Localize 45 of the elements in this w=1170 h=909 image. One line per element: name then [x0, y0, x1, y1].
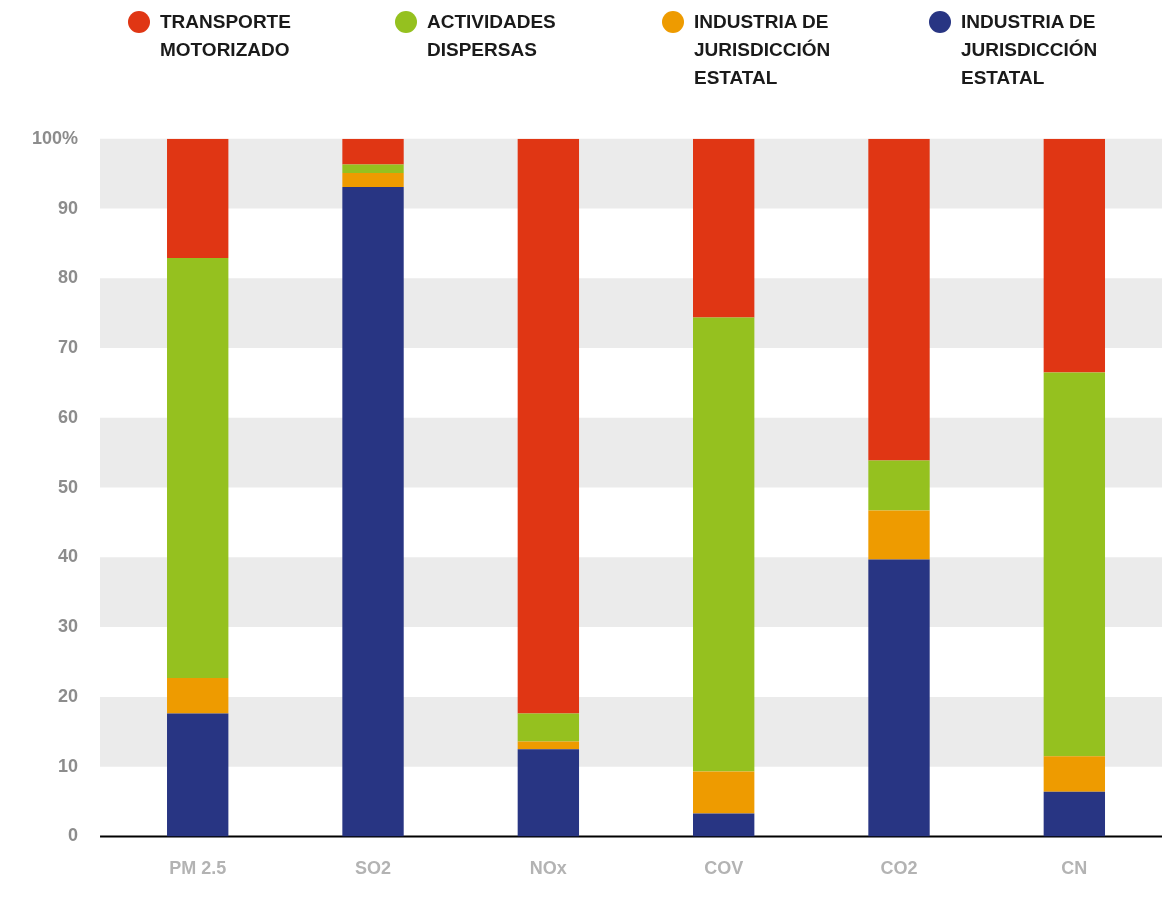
bar [517, 749, 580, 837]
bar [167, 258, 229, 679]
legend-label: INDUSTRIA DE JURISDICCIÓN ESTATAL [694, 10, 832, 90]
bar [1043, 791, 1106, 837]
bar [342, 164, 404, 173]
bar [517, 138, 580, 714]
bar [868, 559, 930, 837]
x-tick-label: CO2 [880, 858, 918, 879]
bar [868, 138, 930, 461]
x-tick-label: PM 2.5 [169, 858, 227, 879]
y-tick-label: 20 [58, 685, 79, 706]
bar [693, 317, 755, 772]
y-tick-label: 60 [58, 406, 79, 427]
bar [693, 138, 755, 318]
y-tick-label: 70 [58, 337, 79, 358]
bar [517, 741, 580, 750]
bar [517, 713, 580, 742]
bar [342, 186, 404, 837]
bar [693, 813, 755, 837]
bar [167, 713, 229, 837]
bar [693, 771, 755, 814]
y-tick-label: 50 [58, 476, 79, 497]
y-tick-label: 100% [31, 127, 79, 148]
y-tick-label: 30 [58, 616, 79, 637]
y-tick-label: 10 [58, 755, 79, 776]
x-tick-label: NOx [529, 858, 567, 879]
x-tick-label: SO2 [355, 858, 392, 879]
bar [342, 138, 404, 165]
y-tick-label: 80 [58, 267, 79, 288]
bar [1043, 372, 1106, 757]
legend-label: INDUSTRIA DE JURISDICCIÓN ESTATAL [961, 10, 1099, 90]
x-tick-label: COV [704, 858, 744, 879]
bar [1043, 138, 1106, 373]
bar [868, 460, 930, 511]
bar [167, 138, 229, 259]
y-tick-label: 0 [68, 825, 79, 846]
bar [167, 678, 229, 714]
bar [1043, 756, 1106, 792]
bar [342, 172, 404, 187]
legend-label: ACTIVIDADES DISPERSAS [427, 10, 557, 62]
bar [868, 510, 930, 560]
y-tick-label: 40 [58, 546, 79, 567]
x-tick-label: CN [1061, 858, 1088, 879]
legend-label: TRANSPORTE MOTORIZADO [160, 10, 292, 62]
y-tick-label: 90 [58, 197, 79, 218]
